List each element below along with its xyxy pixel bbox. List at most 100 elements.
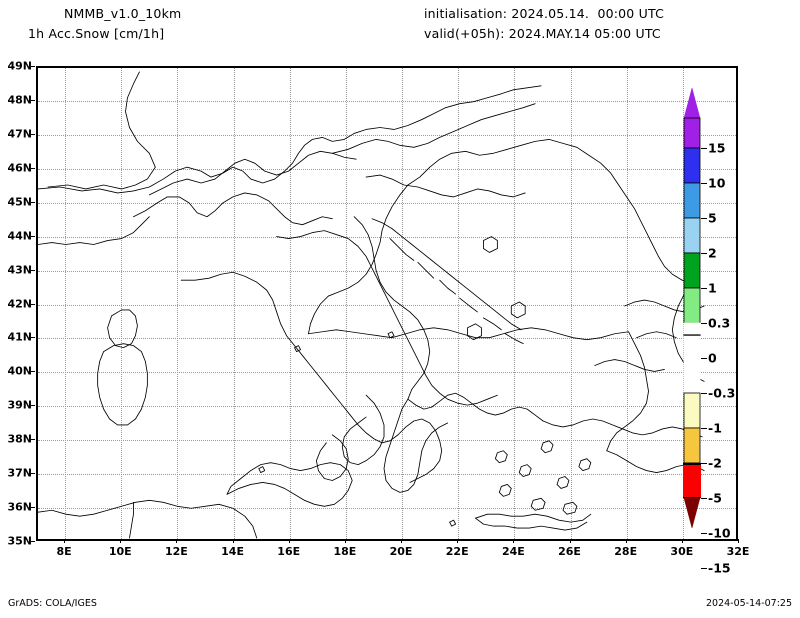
colorbar [683, 88, 701, 528]
gridline-horizontal [38, 134, 736, 136]
ytick-label: 47N [7, 127, 32, 141]
xtick-mark [344, 539, 346, 543]
gridline-vertical [682, 68, 684, 539]
colorbar-tick-mark [701, 428, 707, 429]
xtick-mark [569, 539, 571, 543]
ytick-label: 43N [7, 263, 32, 277]
ytick-mark [31, 371, 35, 373]
colorbar-tick-mark [701, 393, 707, 394]
band-neg03-0 [683, 357, 701, 394]
colorbar-tick-mark [701, 253, 707, 254]
colorbar-tick-label: -0.3 [708, 385, 736, 401]
gridline-vertical [289, 68, 291, 539]
ytick-label: 38N [7, 432, 32, 446]
ytick-label: 40N [7, 364, 32, 378]
ytick-label: 46N [7, 161, 32, 175]
colorbar-tick-mark [701, 218, 707, 219]
band-03-1 [683, 287, 701, 324]
xtick-mark [513, 539, 515, 543]
colorbar-tick-label: 0 [708, 350, 717, 366]
colorbar-tick-mark [701, 533, 707, 534]
gridline-horizontal [38, 338, 736, 340]
ytick-label: 36N [7, 500, 32, 514]
colorbar-tick-label: -1 [708, 420, 722, 436]
ytick-label: 41N [7, 330, 32, 344]
colorbar-tick-mark [701, 183, 707, 184]
ytick-label: 35N [7, 534, 32, 548]
gridline-horizontal [38, 304, 736, 306]
band-1-2 [683, 252, 701, 289]
field-name-label: 1h Acc.Snow [cm/1h] [28, 26, 165, 41]
ytick-mark [31, 201, 35, 203]
band-neg2-neg1 [683, 427, 701, 464]
band-2-5 [683, 217, 701, 254]
colorbar-tick-label: 10 [708, 175, 726, 191]
xtick-mark [738, 539, 739, 543]
map-plot-area [36, 66, 738, 541]
colorbar-tick-mark [701, 323, 707, 324]
xtick-label: 8E [56, 545, 72, 558]
xtick-mark [681, 539, 683, 543]
xtick-mark [232, 539, 234, 543]
gridline-horizontal [38, 508, 736, 510]
colorbar-tick-mark [701, 568, 707, 569]
ytick-mark [31, 473, 35, 475]
gridline-vertical [626, 68, 628, 539]
gridline-horizontal [38, 440, 736, 442]
gridlines [38, 68, 736, 539]
grads-credit-label: GrADS: COLA/IGES [8, 598, 97, 609]
xtick-label: 20E [389, 545, 413, 558]
colorbar-tick-label: 5 [708, 210, 717, 226]
colorbar-bottom-arrow [683, 497, 701, 528]
model-name-label: NMMB_v1.0_10km [64, 6, 182, 21]
gridline-horizontal [38, 270, 736, 272]
colorbar-tick-label: -10 [708, 525, 731, 541]
gridline-vertical [121, 68, 123, 539]
xtick-label: 16E [277, 545, 301, 558]
gridline-horizontal [38, 236, 736, 238]
gridline-vertical [233, 68, 235, 539]
ytick-mark [31, 337, 35, 339]
colorbar-tick-label: 15 [708, 140, 726, 156]
ytick-mark [31, 507, 35, 509]
ytick-mark [31, 541, 35, 542]
gridline-vertical [177, 68, 179, 539]
xtick-label: 32E [726, 545, 750, 558]
colorbar-tick-label: -2 [708, 455, 722, 471]
colorbar-tick-label: 0.3 [708, 315, 731, 331]
ytick-mark [31, 269, 35, 271]
xtick-label: 22E [445, 545, 469, 558]
gridline-vertical [402, 68, 404, 539]
band-neg5-neg2 [683, 462, 701, 499]
colorbar-tick-mark [701, 288, 707, 289]
render-timestamp: 2024-05-14-07:25 [705, 598, 792, 609]
gridline-vertical [345, 68, 347, 539]
coastline-map [38, 68, 736, 539]
ytick-label: 49N [7, 59, 32, 73]
ytick-mark [31, 303, 35, 305]
xtick-label: 12E [164, 545, 188, 558]
xtick-label: 10E [108, 545, 132, 558]
gridline-vertical [458, 68, 460, 539]
ytick-mark [31, 133, 35, 135]
band-5-10 [683, 182, 701, 219]
xtick-mark [176, 539, 178, 543]
ytick-mark [31, 66, 35, 67]
gridline-vertical [570, 68, 572, 539]
gridline-vertical [514, 68, 516, 539]
ytick-mark [31, 439, 35, 441]
gridline-horizontal [38, 100, 736, 102]
band-10-15 [683, 147, 701, 184]
ytick-label: 44N [7, 229, 32, 243]
colorbar-tick-mark [701, 463, 707, 464]
colorbar-tick-mark [701, 498, 707, 499]
initialisation-time-label: initialisation: 2024.05.14. 00:00 UTC [424, 6, 665, 21]
ytick-mark [31, 235, 35, 237]
xtick-label: 18E [333, 545, 357, 558]
gridline-horizontal [38, 202, 736, 204]
xtick-mark [625, 539, 627, 543]
xtick-mark [457, 539, 459, 543]
gridline-vertical [65, 68, 67, 539]
colorbar-tick-label: -5 [708, 490, 722, 506]
colorbar-gradient [683, 88, 701, 528]
